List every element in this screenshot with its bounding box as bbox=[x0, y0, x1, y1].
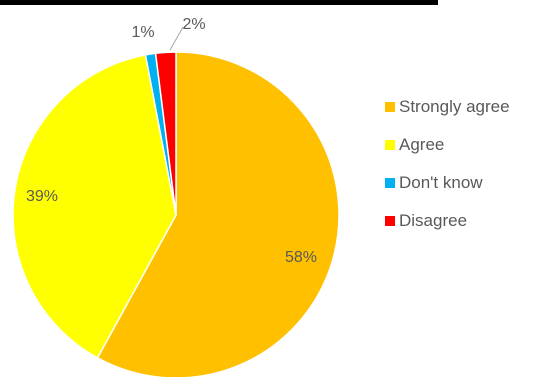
legend-swatch-disagree bbox=[385, 216, 395, 226]
data-labels: 58% 39% 1% 2% bbox=[26, 16, 317, 266]
data-label-disagree: 2% bbox=[182, 16, 205, 33]
legend-item-strongly-agree: Strongly agree bbox=[385, 88, 510, 126]
pie-slice-agree bbox=[12, 54, 177, 359]
data-label-strongly-agree: 58% bbox=[285, 249, 317, 266]
legend-swatch-strongly-agree bbox=[385, 102, 395, 112]
legend-item-disagree: Disagree bbox=[385, 202, 510, 240]
leader-line-disagree bbox=[169, 26, 184, 51]
legend-label: Strongly agree bbox=[399, 97, 510, 116]
legend-swatch-dont-know bbox=[385, 178, 395, 188]
top-border bbox=[0, 0, 438, 5]
data-label-dont-know: 1% bbox=[131, 24, 154, 41]
legend-label: Agree bbox=[399, 135, 445, 154]
legend-swatch-agree bbox=[385, 140, 395, 150]
leader-lines bbox=[169, 26, 184, 51]
pie-slice-disagree bbox=[154, 51, 177, 216]
legend-label: Don't know bbox=[399, 173, 483, 192]
pie-slices bbox=[12, 51, 340, 377]
legend-item-dont-know: Don't know bbox=[385, 164, 510, 202]
legend-label: Disagree bbox=[399, 211, 468, 230]
legend-item-agree: Agree bbox=[385, 126, 510, 164]
data-label-agree: 39% bbox=[26, 188, 58, 205]
pie-slice-strongly-agree bbox=[96, 51, 340, 377]
legend: Strongly agree Agree Don't know Disagree bbox=[385, 88, 510, 240]
